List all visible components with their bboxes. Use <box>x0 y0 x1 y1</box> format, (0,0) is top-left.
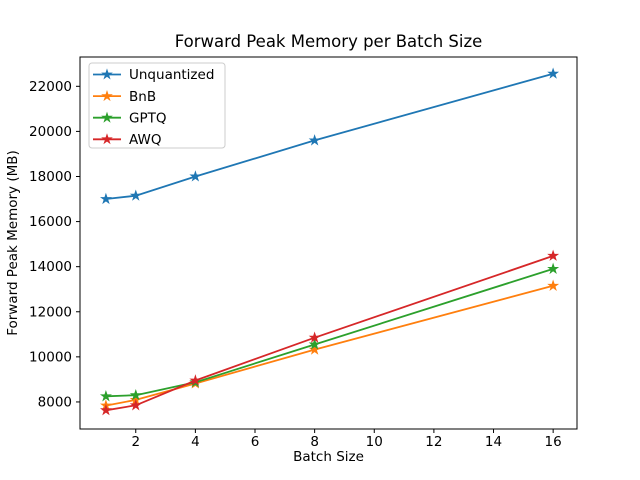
x-tick-label: 2 <box>131 434 140 450</box>
x-tick-label: 8 <box>310 434 319 450</box>
legend-label: GPTQ <box>129 110 166 126</box>
chart-title: Forward Peak Memory per Batch Size <box>175 32 483 51</box>
data-point-marker-awq <box>308 331 321 343</box>
legend-label: Unquantized <box>129 67 214 83</box>
data-point-marker-unquantized <box>189 170 202 182</box>
data-point-marker-awq <box>100 404 112 416</box>
legend-label: BnB <box>129 89 156 105</box>
data-point-marker-gptq <box>99 390 112 402</box>
y-tick-label: 12000 <box>29 304 72 320</box>
legend-star-icon <box>101 133 113 145</box>
data-point-marker-bnb <box>308 343 321 355</box>
data-point-marker-bnb <box>547 279 560 291</box>
data-point-marker-unquantized <box>308 134 321 146</box>
x-tick-label: 12 <box>425 434 442 450</box>
y-tick-label: 22000 <box>29 79 72 95</box>
data-point-marker-gptq <box>129 388 142 401</box>
y-tick-label: 8000 <box>38 394 72 410</box>
data-point-marker-unquantized <box>99 192 112 205</box>
y-tick-label: 16000 <box>29 214 72 230</box>
x-tick-label: 14 <box>485 434 502 450</box>
y-tick-label: 14000 <box>29 259 72 275</box>
plot-border <box>79 56 578 430</box>
y-axis-label: Forward Peak Memory (MB) <box>5 150 21 336</box>
y-tick-label: 10000 <box>29 349 72 365</box>
x-axis-label: Batch Size <box>293 449 364 465</box>
x-tick-label: 4 <box>191 434 200 450</box>
data-point-marker-awq <box>189 374 202 386</box>
data-point-marker-gptq <box>308 338 321 350</box>
y-tick-label: 18000 <box>29 169 72 185</box>
data-point-marker-awq <box>129 399 142 411</box>
x-tick-label: 10 <box>366 434 383 450</box>
legend-label: AWQ <box>129 132 161 148</box>
legend-box <box>88 62 226 149</box>
chart-generated-content: 2 4 6 8 10 12 14 16 8000 10000 12000 14000 16000 1800… <box>29 56 578 450</box>
legend-star-icon <box>101 68 113 80</box>
data-point-marker-gptq <box>547 262 560 275</box>
data-point-marker-unquantized <box>129 189 142 201</box>
x-tick-label: 16 <box>545 434 562 450</box>
y-tick-label: 20000 <box>29 124 72 140</box>
legend-star-icon <box>101 90 113 102</box>
x-tick-label: 6 <box>251 434 260 450</box>
data-point-marker-awq <box>547 249 560 261</box>
data-point-marker-unquantized <box>547 67 560 79</box>
legend-star-icon <box>101 111 113 123</box>
